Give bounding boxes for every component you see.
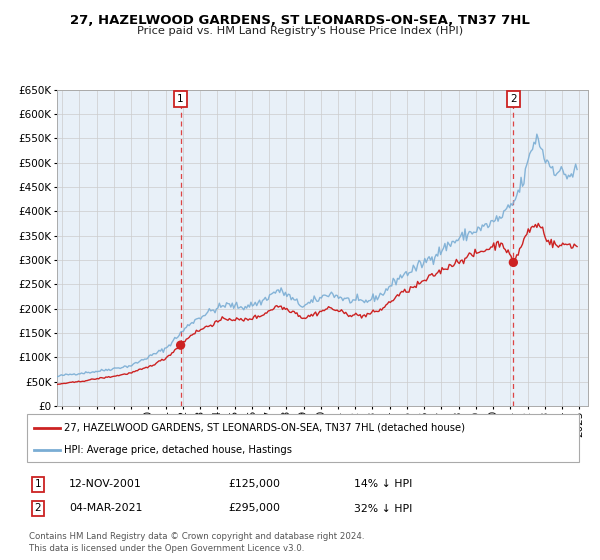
Text: Contains HM Land Registry data © Crown copyright and database right 2024.: Contains HM Land Registry data © Crown c…	[29, 532, 364, 541]
Text: £125,000: £125,000	[228, 479, 280, 489]
Text: 27, HAZELWOOD GARDENS, ST LEONARDS-ON-SEA, TN37 7HL (detached house): 27, HAZELWOOD GARDENS, ST LEONARDS-ON-SE…	[64, 423, 465, 433]
Text: HPI: Average price, detached house, Hastings: HPI: Average price, detached house, Hast…	[64, 445, 292, 455]
Text: 32% ↓ HPI: 32% ↓ HPI	[354, 503, 412, 514]
Point	[176, 340, 185, 349]
Point	[509, 258, 518, 267]
Text: 2: 2	[34, 503, 41, 514]
Text: 14% ↓ HPI: 14% ↓ HPI	[354, 479, 412, 489]
Text: £295,000: £295,000	[228, 503, 280, 514]
Text: 04-MAR-2021: 04-MAR-2021	[69, 503, 142, 514]
Text: 1: 1	[178, 94, 184, 104]
Text: Price paid vs. HM Land Registry's House Price Index (HPI): Price paid vs. HM Land Registry's House …	[137, 26, 463, 36]
Text: 12-NOV-2001: 12-NOV-2001	[69, 479, 142, 489]
Text: 2: 2	[510, 94, 517, 104]
Text: 1: 1	[34, 479, 41, 489]
Text: 27, HAZELWOOD GARDENS, ST LEONARDS-ON-SEA, TN37 7HL: 27, HAZELWOOD GARDENS, ST LEONARDS-ON-SE…	[70, 14, 530, 27]
Text: This data is licensed under the Open Government Licence v3.0.: This data is licensed under the Open Gov…	[29, 544, 304, 553]
